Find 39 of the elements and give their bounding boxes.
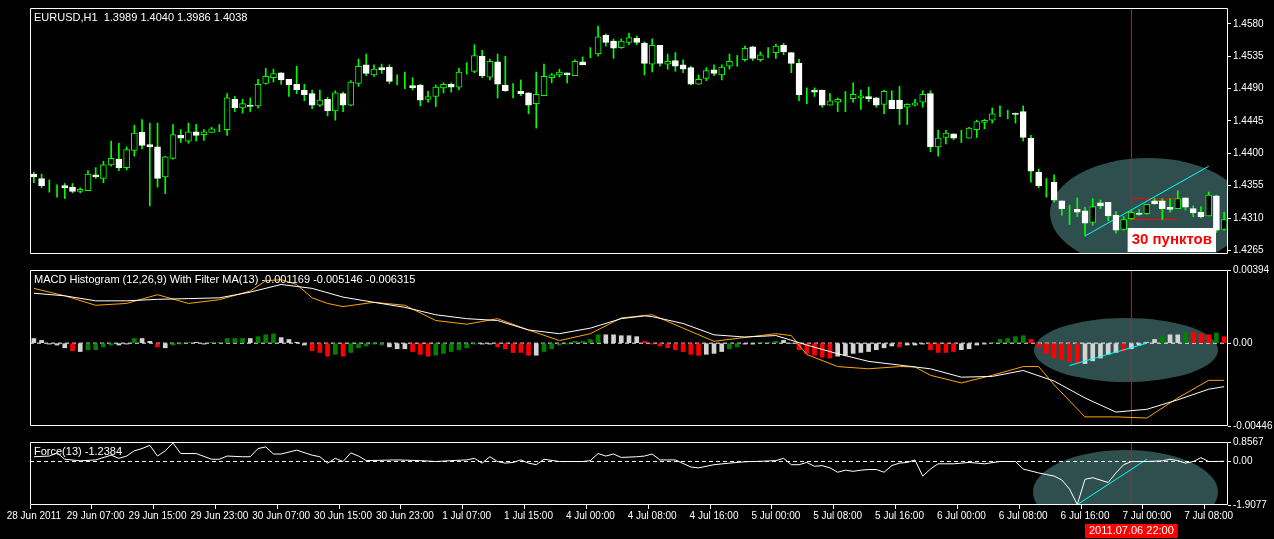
y-tick-label: 0.00 <box>1233 336 1253 348</box>
x-tick-label: 30 Jun 15:00 <box>314 509 373 521</box>
y-tick-label: 1.4265 <box>1233 244 1265 256</box>
y-tick-label: 1.4490 <box>1233 82 1265 94</box>
y-tick-label: 1.4580 <box>1233 17 1265 29</box>
x-tick-label: 30 Jun 23:00 <box>375 509 435 521</box>
x-tick-label: 4 Jul 00:00 <box>565 509 616 521</box>
y-tick-label: 1.4535 <box>1233 49 1265 61</box>
x-tick-label: 5 Jul 16:00 <box>875 509 925 521</box>
x-tick-label: 28 Jun 2011 <box>6 509 62 521</box>
x-tick-label: 4 Jul 08:00 <box>627 509 678 521</box>
x-tick-label: 4 Jul 16:00 <box>689 509 739 521</box>
x-tick-label: 7 Jul 08:00 <box>1184 509 1234 521</box>
annotation: 30 пунктов <box>1131 230 1213 248</box>
y-tick-label: -1.9077 <box>1233 498 1268 510</box>
x-tick-label: 29 Jun 07:00 <box>66 509 126 521</box>
x-tick-label: 1 Jul 07:00 <box>442 509 492 521</box>
x-tick-label: 29 Jun 23:00 <box>190 509 249 521</box>
y-tick-label: 1.4355 <box>1233 179 1265 191</box>
y-tick-label: 1.4445 <box>1233 114 1265 126</box>
y-tick-label: 0.00394 <box>1233 263 1270 275</box>
y-tick-label: -0.00446 <box>1233 419 1273 431</box>
y-tick-label: 0.00 <box>1233 455 1253 467</box>
y-tick-label: 0.8567 <box>1233 435 1265 447</box>
y-tick-label: 1.4400 <box>1233 147 1265 159</box>
chart-title: Force(13) -1.2384 <box>34 444 123 457</box>
x-tick-label: 7 Jul 00:00 <box>1122 509 1172 521</box>
x-tick-label: 5 Jul 00:00 <box>751 509 801 521</box>
x-tick-label: 2011.07.06 22:00 <box>1088 524 1174 537</box>
x-tick-label: 29 Jun 15:00 <box>128 509 187 521</box>
chart-title: EURUSD,H1 1.3989 1.4040 1.3986 1.4038 <box>34 10 248 23</box>
x-tick-label: 6 Jul 08:00 <box>998 509 1049 521</box>
y-tick-label: 1.4310 <box>1233 211 1265 223</box>
chart-title: MACD Histogram (12,26,9) With Filter MA(13) -0.001169 -0.005146 -0.006315 <box>34 272 416 285</box>
x-tick-label: 6 Jul 16:00 <box>1060 509 1110 521</box>
x-tick-label: 5 Jul 08:00 <box>813 509 863 521</box>
x-tick-label: 6 Jul 00:00 <box>936 509 987 521</box>
x-tick-label: 1 Jul 15:00 <box>504 509 554 521</box>
x-tick-label: 30 Jun 07:00 <box>252 509 311 521</box>
